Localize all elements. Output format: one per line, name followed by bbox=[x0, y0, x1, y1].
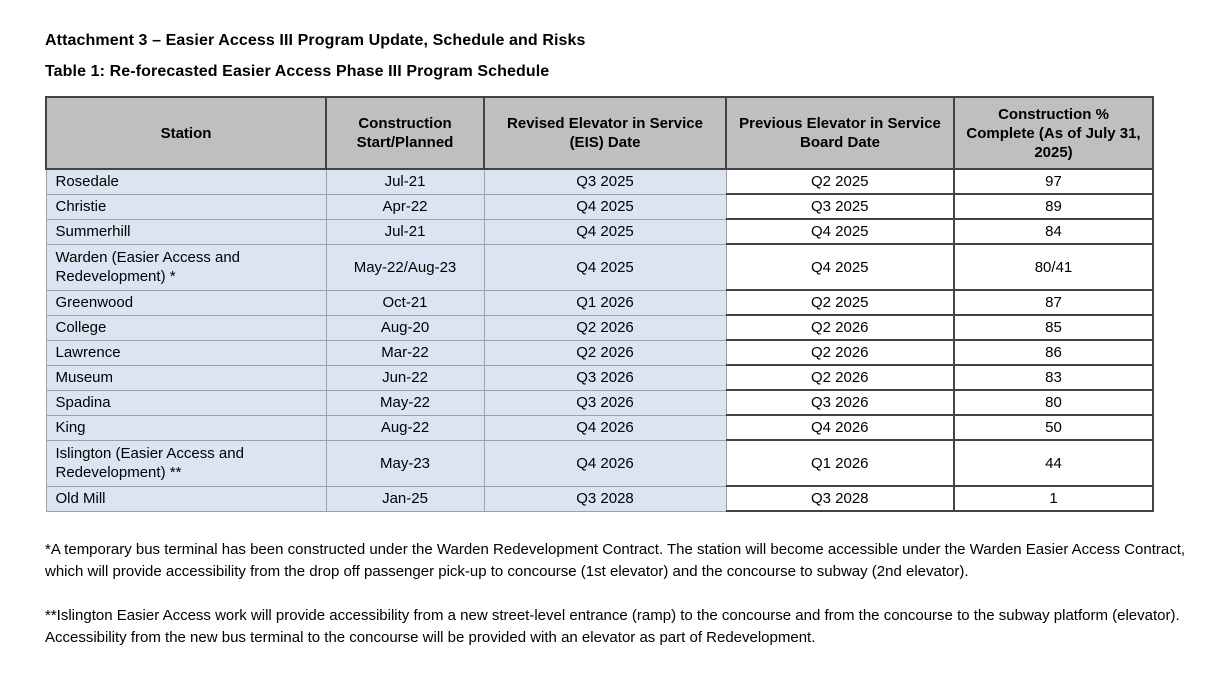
pct-complete-cell: 80 bbox=[954, 390, 1154, 416]
revised-eis-cell: Q2 2026 bbox=[484, 340, 727, 366]
construction-start-cell: Aug-22 bbox=[326, 415, 485, 441]
revised-eis-cell: Q4 2026 bbox=[484, 440, 727, 487]
column-header-construction-start: Construction Start/Planned bbox=[325, 96, 485, 170]
revised-eis-cell: Q4 2025 bbox=[484, 244, 727, 291]
construction-start-cell: Aug-20 bbox=[326, 315, 485, 341]
construction-start-cell: Jul-21 bbox=[326, 219, 485, 245]
column-header-station: Station bbox=[45, 96, 327, 170]
previous-eis-cell: Q3 2026 bbox=[726, 390, 955, 416]
table-caption: Table 1: Re-forecasted Easier Access Pha… bbox=[45, 63, 550, 80]
revised-eis-cell: Q3 2025 bbox=[484, 169, 727, 195]
station-cell: Spadina bbox=[45, 390, 327, 416]
table-row-summerhill: Summerhill Jul-21 Q4 2025 Q4 2025 84 bbox=[45, 219, 1154, 245]
column-header-previous-eis: Previous Elevator in Service Board Date bbox=[725, 96, 955, 170]
schedule-table: Station Construction Start/Planned Revis… bbox=[45, 96, 1154, 512]
station-cell: Greenwood bbox=[45, 290, 327, 316]
table-header-row: Station Construction Start/Planned Revis… bbox=[45, 96, 1154, 170]
table-row-college: College Aug-20 Q2 2026 Q2 2026 85 bbox=[45, 315, 1154, 341]
station-cell: King bbox=[45, 415, 327, 441]
footnote-warden: *A temporary bus terminal has been const… bbox=[45, 541, 1186, 580]
previous-eis-cell: Q1 2026 bbox=[726, 440, 955, 487]
construction-start-cell: Oct-21 bbox=[326, 290, 485, 316]
construction-start-cell: Apr-22 bbox=[326, 194, 485, 220]
construction-start-cell: Jul-21 bbox=[326, 169, 485, 195]
table-row-rosedale: Rosedale Jul-21 Q3 2025 Q2 2025 97 bbox=[45, 169, 1154, 195]
page-title: Attachment 3 – Easier Access III Program… bbox=[45, 32, 586, 49]
construction-start-cell: May-22 bbox=[326, 390, 485, 416]
revised-eis-cell: Q3 2026 bbox=[484, 390, 727, 416]
station-cell: Warden (Easier Access and Redevelopment)… bbox=[45, 244, 327, 291]
previous-eis-cell: Q2 2026 bbox=[726, 340, 955, 366]
previous-eis-cell: Q4 2025 bbox=[726, 219, 955, 245]
previous-eis-cell: Q2 2026 bbox=[726, 365, 955, 391]
station-cell: Summerhill bbox=[45, 219, 327, 245]
construction-start-cell: Jan-25 bbox=[326, 486, 485, 512]
pct-complete-cell: 50 bbox=[954, 415, 1154, 441]
footnote-islington: **Islington Easier Access work will prov… bbox=[45, 607, 1180, 646]
pct-complete-cell: 1 bbox=[954, 486, 1154, 512]
column-header-pct-complete: Construction % Complete (As of July 31, … bbox=[953, 96, 1154, 170]
pct-complete-cell: 83 bbox=[954, 365, 1154, 391]
previous-eis-cell: Q4 2025 bbox=[726, 244, 955, 291]
revised-eis-cell: Q4 2025 bbox=[484, 219, 727, 245]
table-row-spadina: Spadina May-22 Q3 2026 Q3 2026 80 bbox=[45, 390, 1154, 416]
previous-eis-cell: Q3 2028 bbox=[726, 486, 955, 512]
pct-complete-cell: 84 bbox=[954, 219, 1154, 245]
previous-eis-cell: Q4 2026 bbox=[726, 415, 955, 441]
station-cell: Lawrence bbox=[45, 340, 327, 366]
column-header-revised-eis: Revised Elevator in Service (EIS) Date bbox=[483, 96, 727, 170]
pct-complete-cell: 44 bbox=[954, 440, 1154, 487]
previous-eis-cell: Q2 2025 bbox=[726, 169, 955, 195]
table-row-old-mill: Old Mill Jan-25 Q3 2028 Q3 2028 1 bbox=[45, 486, 1154, 512]
document-page: Attachment 3 – Easier Access III Program… bbox=[45, 32, 1190, 649]
station-cell: Rosedale bbox=[45, 169, 327, 195]
station-cell: College bbox=[45, 315, 327, 341]
footnotes-section: *A temporary bus terminal has been const… bbox=[45, 539, 1190, 649]
table-row-warden: Warden (Easier Access and Redevelopment)… bbox=[45, 244, 1154, 291]
revised-eis-cell: Q3 2028 bbox=[484, 486, 727, 512]
pct-complete-cell: 87 bbox=[954, 290, 1154, 316]
revised-eis-cell: Q4 2025 bbox=[484, 194, 727, 220]
station-cell: Christie bbox=[45, 194, 327, 220]
previous-eis-cell: Q2 2025 bbox=[726, 290, 955, 316]
construction-start-cell: May-22/Aug-23 bbox=[326, 244, 485, 291]
pct-complete-cell: 85 bbox=[954, 315, 1154, 341]
construction-start-cell: Mar-22 bbox=[326, 340, 485, 366]
revised-eis-cell: Q1 2026 bbox=[484, 290, 727, 316]
table-row-christie: Christie Apr-22 Q4 2025 Q3 2025 89 bbox=[45, 194, 1154, 220]
table-row-greenwood: Greenwood Oct-21 Q1 2026 Q2 2025 87 bbox=[45, 290, 1154, 316]
construction-start-cell: Jun-22 bbox=[326, 365, 485, 391]
previous-eis-cell: Q3 2025 bbox=[726, 194, 955, 220]
station-cell: Islington (Easier Access and Redevelopme… bbox=[45, 440, 327, 487]
station-cell: Museum bbox=[45, 365, 327, 391]
pct-complete-cell: 89 bbox=[954, 194, 1154, 220]
table-row-museum: Museum Jun-22 Q3 2026 Q2 2026 83 bbox=[45, 365, 1154, 391]
construction-start-cell: May-23 bbox=[326, 440, 485, 487]
station-cell: Old Mill bbox=[45, 486, 327, 512]
pct-complete-cell: 97 bbox=[954, 169, 1154, 195]
pct-complete-cell: 86 bbox=[954, 340, 1154, 366]
revised-eis-cell: Q2 2026 bbox=[484, 315, 727, 341]
table-row-king: King Aug-22 Q4 2026 Q4 2026 50 bbox=[45, 415, 1154, 441]
pct-complete-cell: 80/41 bbox=[954, 244, 1154, 291]
revised-eis-cell: Q3 2026 bbox=[484, 365, 727, 391]
previous-eis-cell: Q2 2026 bbox=[726, 315, 955, 341]
table-row-islington: Islington (Easier Access and Redevelopme… bbox=[45, 440, 1154, 487]
revised-eis-cell: Q4 2026 bbox=[484, 415, 727, 441]
table-row-lawrence: Lawrence Mar-22 Q2 2026 Q2 2026 86 bbox=[45, 340, 1154, 366]
